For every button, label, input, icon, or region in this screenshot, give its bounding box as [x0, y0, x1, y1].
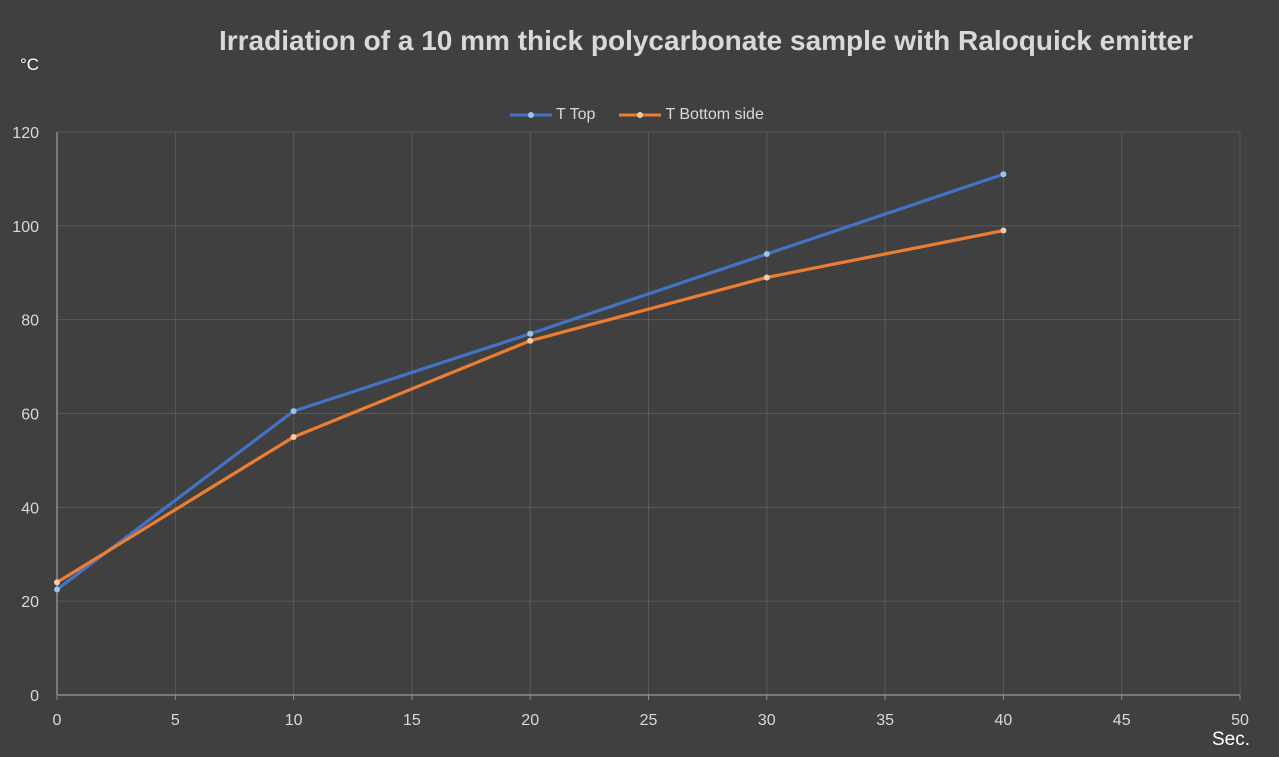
y-tick-label: 40	[21, 500, 39, 517]
y-tick-label: 80	[21, 313, 39, 330]
x-tick-label: 40	[995, 712, 1013, 729]
x-axis-label: Sec.	[1212, 729, 1251, 750]
legend-item-t-bottom-side: T Bottom side	[617, 106, 764, 124]
legend: T Top T Bottom side	[508, 106, 786, 124]
data-point	[527, 337, 534, 344]
x-tick-label: 50	[1231, 712, 1249, 729]
data-point	[1000, 171, 1007, 178]
data-point	[763, 250, 770, 257]
data-point	[290, 408, 297, 415]
data-point	[290, 433, 297, 440]
y-tick-label: 60	[21, 407, 39, 424]
y-tick-label: 120	[12, 125, 39, 142]
y-tick-label: 100	[12, 219, 39, 236]
x-tick-label: 25	[640, 712, 658, 729]
data-point	[54, 586, 60, 593]
x-tick-label: 30	[758, 712, 776, 729]
x-tick-label: 35	[876, 712, 894, 729]
x-tick-label: 20	[521, 712, 539, 729]
legend-line-icon	[619, 112, 662, 118]
y-axis-label: °C	[20, 55, 40, 74]
y-tick-label: 0	[30, 688, 39, 705]
x-tick-label: 10	[285, 712, 303, 729]
data-point	[54, 579, 60, 586]
x-tick-label: 0	[53, 712, 62, 729]
legend-label: T Top	[556, 106, 596, 123]
data-point	[763, 274, 770, 281]
data-point	[1000, 227, 1007, 234]
legend-item-t-top: T Top	[508, 106, 595, 124]
legend-label: T Bottom side	[665, 106, 764, 123]
legend-line-icon	[510, 112, 552, 118]
x-tick-label: 45	[1113, 712, 1131, 729]
y-tick-label: 20	[21, 594, 39, 611]
x-tick-label: 5	[171, 712, 180, 729]
chart-title: Irradiation of a 10 mm thick polycarbona…	[218, 25, 1194, 56]
data-point	[527, 330, 534, 337]
x-tick-label: 15	[403, 712, 421, 729]
